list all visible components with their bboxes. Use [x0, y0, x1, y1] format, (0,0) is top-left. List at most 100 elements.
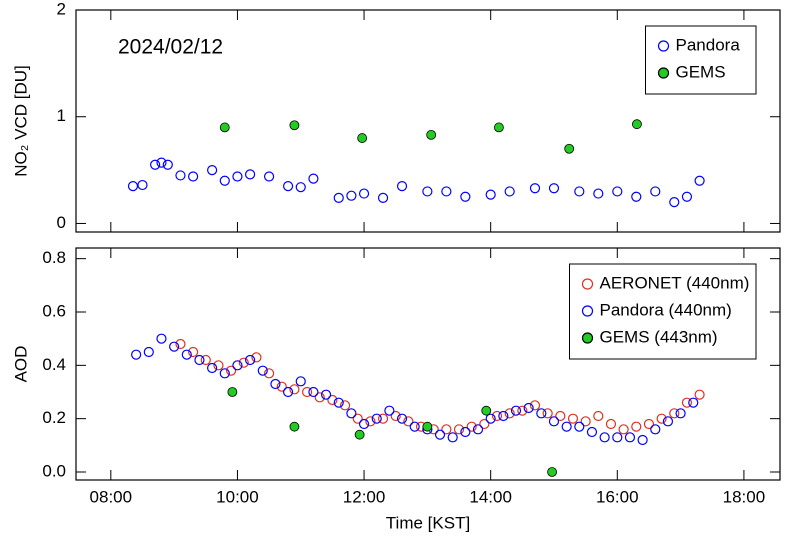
- x-tick-label: 16:00: [596, 487, 639, 506]
- legend-marker: [581, 278, 594, 290]
- plot-frame: [75, 247, 781, 481]
- point: [631, 421, 642, 432]
- point: [131, 349, 142, 360]
- legend-label: GEMS (443nm): [600, 327, 718, 346]
- legend-label: GEMS: [676, 62, 726, 81]
- point: [593, 410, 604, 422]
- legend-label: AERONET (440nm): [600, 273, 750, 292]
- point: [207, 362, 218, 374]
- y-tick-label: 0: [57, 213, 66, 232]
- point: [547, 467, 557, 477]
- point: [227, 387, 238, 397]
- point: [612, 432, 623, 443]
- point: [181, 349, 192, 360]
- point: [295, 182, 306, 193]
- x-tick-label: 18:00: [723, 487, 766, 506]
- y-tick-label: 0.4: [42, 355, 66, 374]
- point: [517, 405, 528, 416]
- point: [263, 368, 275, 379]
- point: [529, 183, 541, 194]
- legend-marker: [657, 67, 670, 79]
- point: [491, 410, 503, 422]
- point: [314, 392, 325, 403]
- point: [213, 360, 224, 371]
- point: [289, 421, 300, 432]
- legend-label: Pandora: [676, 35, 741, 54]
- point: [637, 434, 648, 446]
- point: [504, 186, 515, 197]
- point: [289, 120, 300, 131]
- y-tick-label: 0.0: [42, 461, 66, 480]
- point: [365, 416, 376, 427]
- point: [282, 386, 294, 398]
- point: [377, 192, 389, 203]
- point: [346, 408, 357, 419]
- point: [390, 410, 401, 422]
- point: [357, 133, 368, 143]
- point: [188, 346, 199, 358]
- point: [409, 421, 420, 432]
- point: [447, 432, 458, 443]
- point: [681, 397, 693, 408]
- legend-box: [569, 263, 757, 360]
- point: [238, 357, 249, 368]
- point: [358, 188, 370, 199]
- point: [555, 410, 566, 422]
- point: [188, 171, 199, 182]
- point: [523, 402, 534, 414]
- point: [156, 333, 167, 344]
- point: [346, 190, 357, 201]
- point: [631, 191, 642, 202]
- point: [200, 354, 211, 366]
- point: [650, 186, 661, 197]
- point: [599, 432, 610, 443]
- point: [396, 181, 408, 192]
- point: [352, 413, 363, 424]
- point: [441, 424, 452, 435]
- point: [245, 354, 256, 366]
- point: [354, 429, 365, 440]
- legend-box: [645, 25, 757, 95]
- point: [612, 186, 623, 197]
- point: [688, 397, 699, 408]
- point: [358, 418, 370, 430]
- point: [574, 421, 585, 432]
- point: [232, 360, 243, 371]
- point: [263, 171, 275, 182]
- point: [504, 408, 515, 419]
- x-tick-label: 12:00: [343, 487, 386, 506]
- point: [162, 159, 173, 170]
- annotation: 2024/02/12: [118, 36, 223, 59]
- y-axis-label: NO₂ VCD [DU]: [11, 65, 30, 176]
- legend-label: Pandora (440nm): [600, 300, 732, 319]
- point: [675, 408, 686, 419]
- point: [403, 416, 414, 427]
- point: [694, 389, 705, 400]
- y-tick-label: 0.8: [42, 248, 66, 267]
- point: [536, 408, 547, 419]
- point: [650, 424, 661, 435]
- point: [669, 197, 680, 208]
- point: [466, 421, 477, 432]
- point: [219, 175, 230, 186]
- point: [333, 192, 344, 203]
- point: [194, 354, 205, 366]
- point: [156, 157, 167, 168]
- point: [257, 365, 268, 376]
- point: [542, 408, 553, 419]
- point: [371, 413, 382, 424]
- point: [276, 381, 287, 392]
- point: [586, 426, 598, 438]
- point: [150, 159, 161, 170]
- point: [219, 368, 230, 379]
- legend-marker: [581, 332, 594, 344]
- point: [624, 432, 636, 443]
- point: [295, 376, 306, 387]
- point: [510, 405, 522, 416]
- point: [226, 365, 237, 376]
- point: [396, 413, 408, 424]
- point: [460, 191, 471, 202]
- point: [548, 183, 560, 194]
- y-tick-label: 2: [57, 0, 66, 18]
